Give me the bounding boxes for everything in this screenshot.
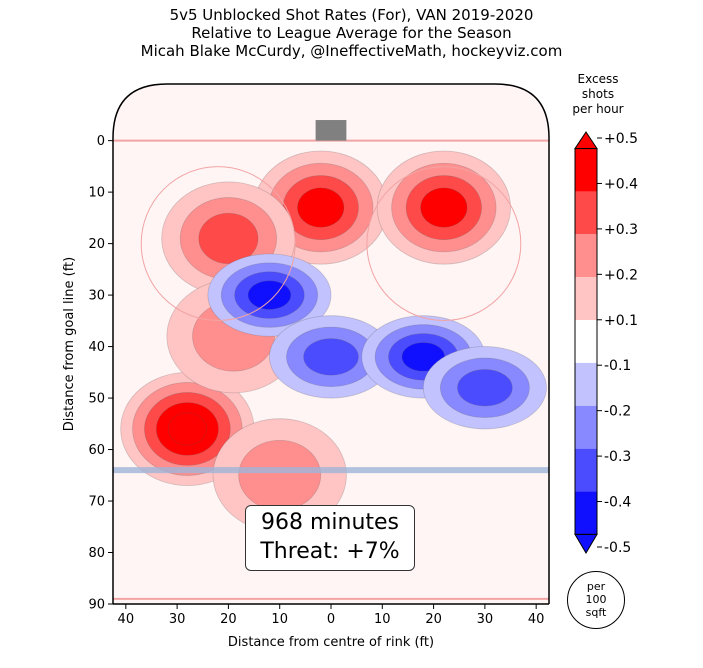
colorbar-segment xyxy=(575,148,597,192)
y-tick-label: 90 xyxy=(88,598,105,613)
x-tick-label: 10 xyxy=(374,612,391,627)
heat-region xyxy=(207,253,332,337)
x-tick-label: 20 xyxy=(425,612,442,627)
colorbar-tick-label: +0.2 xyxy=(604,267,638,283)
minutes-stat: 968 minutes xyxy=(260,510,400,535)
y-tick-label: 40 xyxy=(88,340,105,355)
colorbar-tick-label: -0.3 xyxy=(604,449,631,465)
colorbar-segment xyxy=(575,362,597,406)
y-tick-label: 20 xyxy=(88,237,105,252)
x-tick-label: 30 xyxy=(477,612,494,627)
blue-line xyxy=(113,467,549,474)
unit-badge-line-3: sqft xyxy=(585,606,607,619)
x-tick-label: 40 xyxy=(118,612,135,627)
y-tick-label: 50 xyxy=(88,392,105,407)
y-tick-label: 10 xyxy=(88,186,105,201)
colorbar-tick-label: -0.4 xyxy=(604,495,631,511)
colorbar-segment xyxy=(575,405,597,449)
colorbar-tick-label: +0.5 xyxy=(604,131,638,147)
unit-badge-line-2: 100 xyxy=(585,593,607,606)
title-line-1: 5v5 Unblocked Shot Rates (For), VAN 2019… xyxy=(169,6,534,24)
contour-level xyxy=(167,412,207,446)
y-tick-label: 70 xyxy=(88,495,105,510)
colorbar-tick-label: +0.4 xyxy=(604,176,638,192)
colorbar-tick-label: -0.2 xyxy=(604,404,631,420)
title-line-3: Micah Blake McCurdy, @IneffectiveMath, h… xyxy=(140,42,563,60)
x-tick-label: 10 xyxy=(271,612,288,627)
colorbar-min-arrow xyxy=(574,533,598,554)
contour-level xyxy=(247,280,292,310)
heat-region xyxy=(422,346,547,430)
contour-level xyxy=(457,369,513,407)
contour-level xyxy=(198,212,259,265)
colorbar-title-line-1: Excess xyxy=(577,72,619,86)
colorbar-segment xyxy=(575,448,597,492)
heatmap-plot xyxy=(113,84,549,604)
contour-level xyxy=(303,338,359,376)
unit-badge: per 100 sqft xyxy=(567,571,625,629)
heat-region xyxy=(376,150,511,265)
faceoff-circle-left xyxy=(366,166,522,322)
y-axis-label: Distance from goal line (ft) xyxy=(62,257,77,431)
net xyxy=(315,120,347,141)
y-tick-label: 80 xyxy=(88,546,105,561)
y-tick-label: 60 xyxy=(88,443,105,458)
contour-level xyxy=(420,187,468,228)
colorbar-tick-label: +0.3 xyxy=(604,222,638,238)
colorbar-frame xyxy=(574,148,598,535)
x-tick-label: 20 xyxy=(220,612,237,627)
colorbar-title-line-3: per hour xyxy=(572,102,624,116)
colorbar-segment xyxy=(575,191,597,235)
colorbar-tick-label: -0.5 xyxy=(604,540,631,556)
heat-region xyxy=(361,315,486,399)
colorbar-segment xyxy=(575,234,597,278)
x-tick-label: 40 xyxy=(528,612,545,627)
contour-level xyxy=(297,187,345,228)
rink-outline xyxy=(112,83,550,605)
x-tick-label: 0 xyxy=(327,612,335,627)
x-tick-label: 30 xyxy=(169,612,186,627)
y-tick-label: 0 xyxy=(97,134,105,149)
threat-stat: Threat: +7% xyxy=(260,539,400,564)
colorbar-title: Excess shots per hour xyxy=(558,72,638,117)
contour-level xyxy=(238,439,322,511)
colorbar-tick-label: +0.1 xyxy=(604,313,638,329)
colorbar-tick-label: -0.1 xyxy=(604,358,631,374)
faceoff-circle-right xyxy=(140,166,296,322)
colorbar-max-arrow xyxy=(574,131,598,150)
summary-box: 968 minutes Threat: +7% xyxy=(245,505,415,571)
heat-region xyxy=(212,418,347,533)
colorbar-title-line-2: shots xyxy=(581,87,615,101)
axes: 40 30 20 10 0 10 20 30 40 0 10 20 30 40 50 60 70 80 90 xyxy=(88,134,544,627)
colorbar: +0.5 +0.4 +0.3 +0.2 +0.1 -0.1 -0.2 -0.3 -0.4 -0.5 xyxy=(574,131,638,556)
boards xyxy=(112,83,550,604)
colorbar-segment xyxy=(575,491,597,535)
heat-region xyxy=(268,315,393,399)
y-tick-label: 30 xyxy=(88,289,105,304)
x-axis-label: Distance from centre of rink (ft) xyxy=(228,635,434,650)
colorbar-segment xyxy=(575,277,597,321)
title-line-2: Relative to League Average for the Seaso… xyxy=(191,24,512,42)
colorbar-segment xyxy=(575,320,597,363)
unit-badge-line-1: per xyxy=(586,580,606,593)
